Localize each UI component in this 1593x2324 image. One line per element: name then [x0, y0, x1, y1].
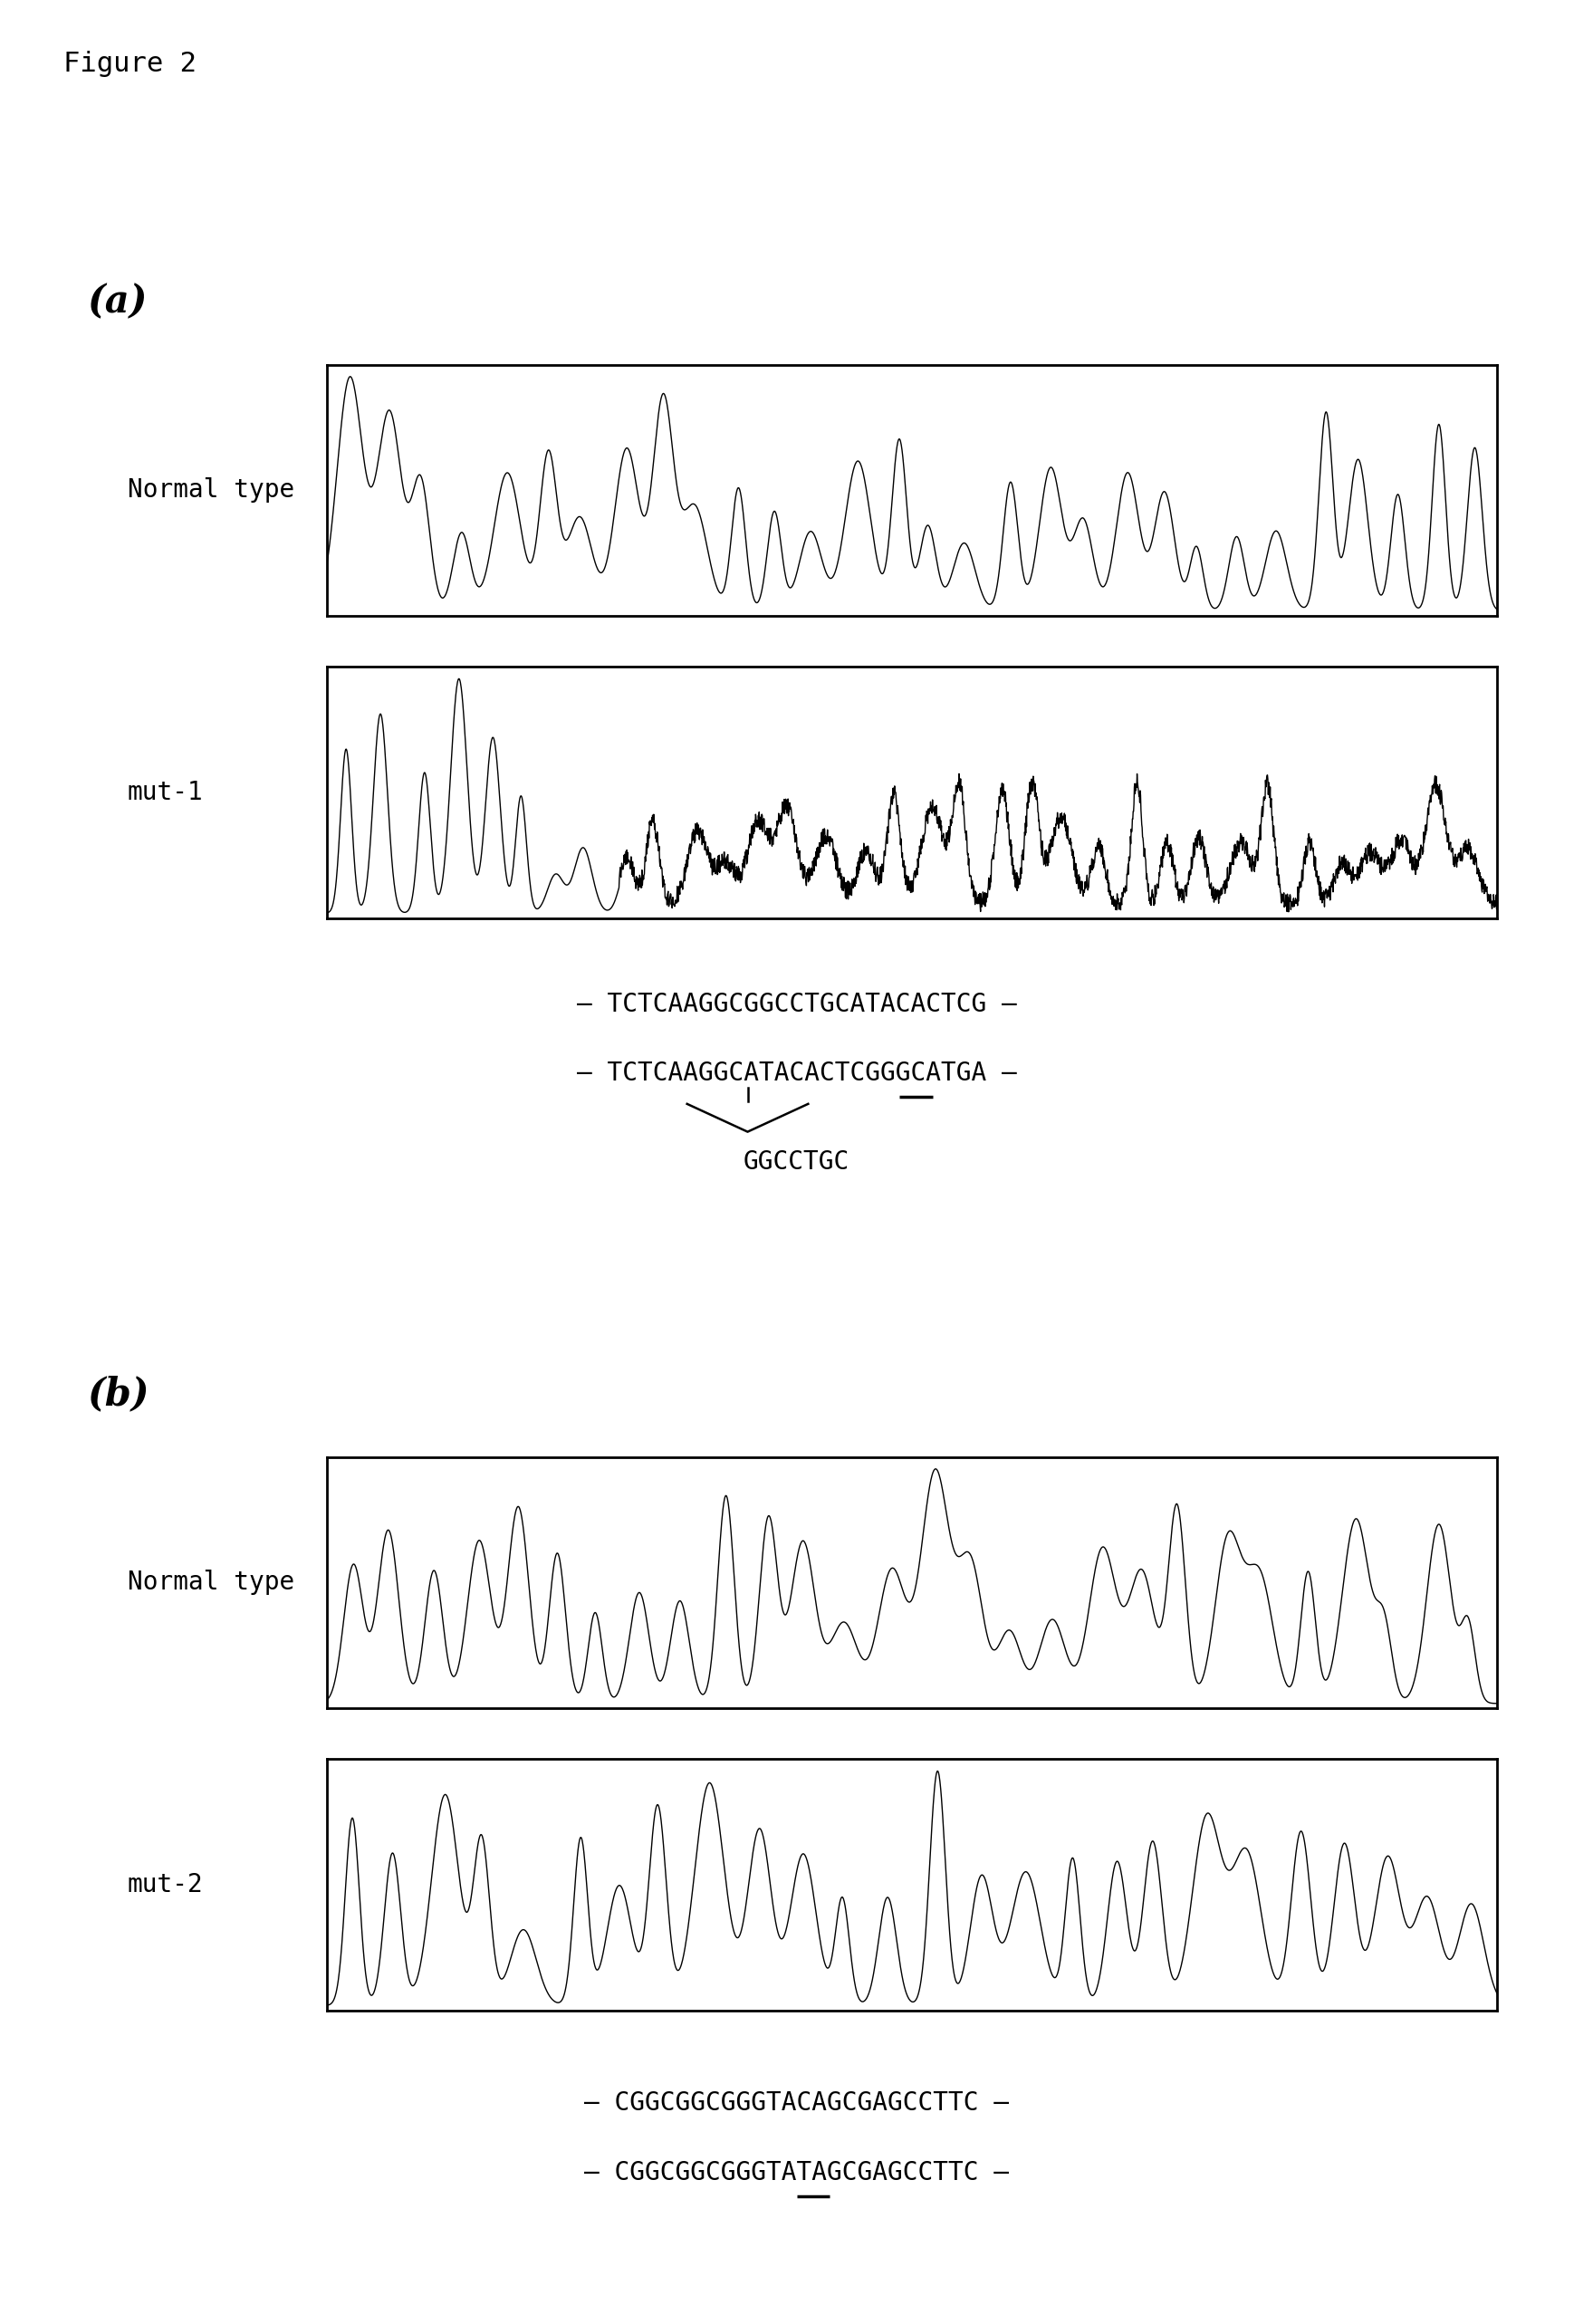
Text: GGCCTGC: GGCCTGC — [744, 1150, 849, 1174]
Text: — TCTCAAGGCATACACTCGGGCATGA —: — TCTCAAGGCATACACTCGGGCATGA — — [577, 1062, 1016, 1085]
Text: Normal type: Normal type — [127, 1571, 295, 1594]
Text: Figure 2: Figure 2 — [64, 51, 198, 77]
Text: — TCTCAAGGCGGCCTGCATACACTCG —: — TCTCAAGGCGGCCTGCATACACTCG — — [577, 992, 1016, 1016]
Text: (b): (b) — [88, 1376, 150, 1413]
Text: — CGGCGGCGGGTATAGCGAGCCTTC —: — CGGCGGCGGGTATAGCGAGCCTTC — — [585, 2161, 1008, 2185]
Text: Normal type: Normal type — [127, 479, 295, 502]
Text: mut-1: mut-1 — [127, 781, 204, 804]
Text: mut-2: mut-2 — [127, 1873, 204, 1896]
Text: (a): (a) — [88, 284, 148, 321]
Text: — CGGCGGCGGGTACAGCGAGCCTTC —: — CGGCGGCGGGTACAGCGAGCCTTC — — [585, 2092, 1008, 2115]
